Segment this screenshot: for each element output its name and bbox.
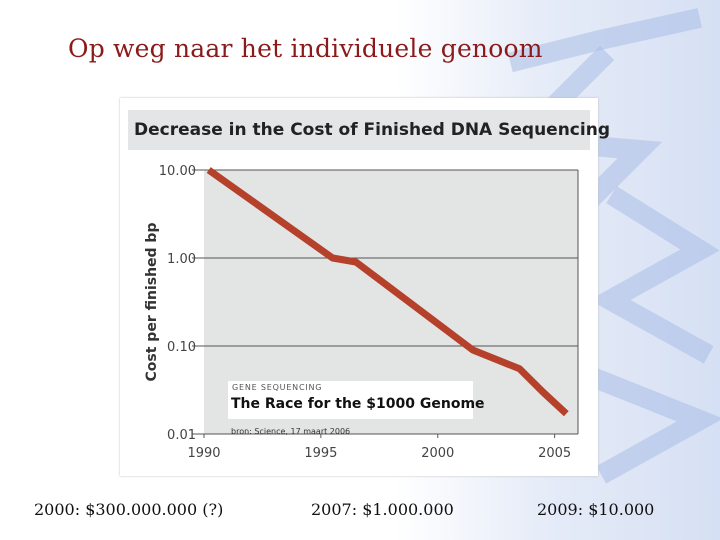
footnote-2007: 2007: $1.000.000	[311, 500, 454, 519]
line-chart: 10.00 1.00 0.10 0.01 1990 1995 2000 2005 Cost …	[128, 150, 590, 470]
slide-title: Op weg naar het individuele genoom	[68, 34, 543, 63]
x-tick-label: 1995	[304, 446, 337, 461]
inset-kicker: GENE SEQUENCING	[232, 383, 323, 392]
series-line	[206, 167, 569, 417]
inset-headline: The Race for the $1000 Genome	[231, 396, 485, 412]
y-tick-label: 0.10	[167, 340, 196, 355]
y-tick-label: 0.01	[167, 428, 196, 443]
x-tick-label: 2005	[538, 446, 571, 461]
series-group	[206, 167, 569, 417]
y-tick-labels: 10.00 1.00 0.10 0.01	[159, 164, 196, 443]
x-tick-label: 1990	[187, 446, 220, 461]
inset-label: GENE SEQUENCING The Race for the $1000 G…	[228, 381, 485, 419]
source-note: bron: Science, 17 maart 2006	[231, 427, 351, 436]
gridlines	[192, 169, 579, 435]
chart-title-bar	[128, 110, 590, 150]
chart-title: Decrease in the Cost of Finished DNA Seq…	[134, 120, 610, 140]
y-tick-label: 10.00	[159, 164, 196, 179]
y-tick-label: 1.00	[167, 252, 196, 267]
footnote-2009: 2009: $10.000	[537, 500, 655, 519]
chart-figure: Decrease in the Cost of Finished DNA Seq…	[120, 98, 610, 476]
footnote-2000: 2000: $300.000.000 (?)	[34, 500, 224, 519]
x-tick-label: 2000	[421, 446, 454, 461]
y-axis-label: Cost per finished bp	[144, 223, 160, 382]
x-tick-labels: 1990 1995 2000 2005	[187, 434, 571, 461]
